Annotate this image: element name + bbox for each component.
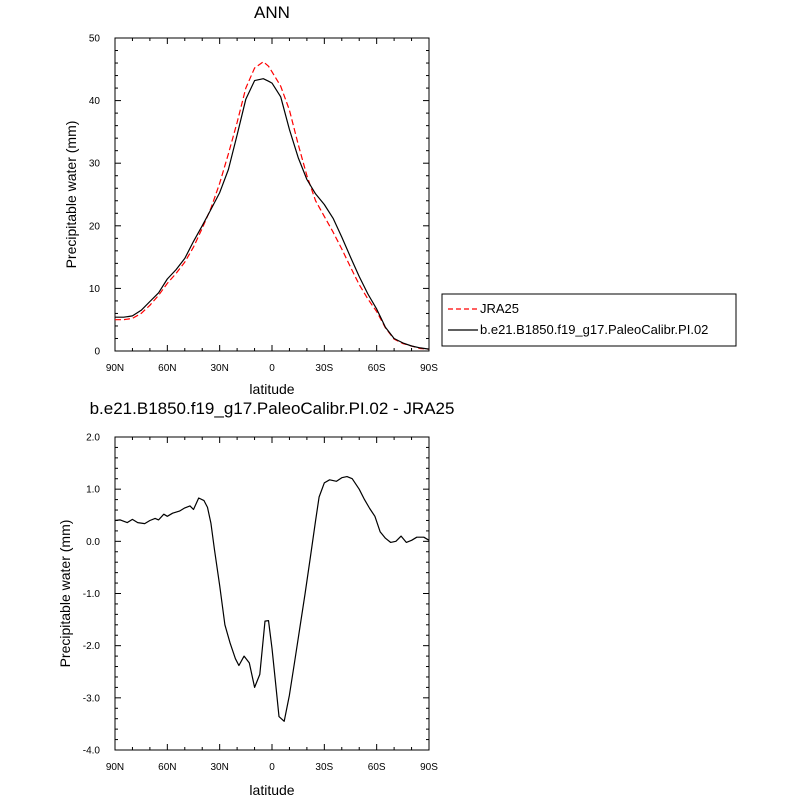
y-tick-label: -3.0: [83, 693, 101, 704]
x-tick-label: 90S: [420, 762, 438, 773]
x-tick-label: 0: [269, 363, 275, 374]
y-tick-label: 10: [89, 284, 101, 295]
x-tick-label: 90S: [420, 363, 438, 374]
top-chart-title: ANN: [254, 3, 290, 22]
y-tick-label: 40: [89, 96, 101, 107]
y-tick-label: 50: [89, 34, 101, 45]
top-panel: ANN 90N 60N 30N 0 30S 60S 90S 0 10 20 30 40 50 latit…: [63, 3, 438, 397]
y-tick-label: -1.0: [83, 589, 101, 600]
y-tick-label: -4.0: [83, 746, 101, 757]
y-tick-label: 20: [89, 221, 101, 232]
y-tick-label: -2.0: [83, 641, 101, 652]
legend: JRA25 b.e21.B1850.f19_g17.PaleoCalibr.PI…: [441, 293, 737, 347]
series-line-b-e21-b1850-f19-g17-paleocalibr-pi-02: [115, 78, 430, 350]
top-x-axis-label: latitude: [249, 381, 294, 397]
y-tick-label: 0: [94, 347, 100, 358]
top-series-lines: [115, 61, 430, 350]
y-tick-label: 1.0: [86, 485, 100, 496]
y-tick-label: 30: [89, 159, 101, 170]
x-tick-label: 60N: [158, 762, 176, 773]
x-tick-label: 30S: [315, 363, 333, 374]
top-axis-ticks: 90N 60N 30N 0 30S 60S 90S 0 10 20 30 40 50: [89, 34, 438, 375]
x-tick-label: 90N: [106, 363, 124, 374]
bottom-y-axis-label: Precipitable water (mm): [57, 520, 73, 668]
bottom-axis-ticks: 90N 60N 30N 0 30S 60S 90S -4.0 -3.0 -2.0 -1.0 0.0 1.…: [83, 433, 438, 774]
y-tick-label: 2.0: [86, 433, 100, 444]
bottom-x-axis-label: latitude: [249, 782, 294, 798]
x-tick-label: 60S: [368, 363, 386, 374]
x-tick-label: 60S: [368, 762, 386, 773]
legend-label-model: b.e21.B1850.f19_g17.PaleoCalibr.PI.02: [480, 322, 708, 337]
y-tick-label: 0.0: [86, 537, 100, 548]
bottom-plot-frame: [114, 436, 430, 751]
bottom-chart-title: b.e21.B1850.f19_g17.PaleoCalibr.PI.02 - …: [90, 399, 455, 418]
legend-box: [441, 293, 737, 347]
x-tick-label: 90N: [106, 762, 124, 773]
bottom-series-lines: [114, 476, 430, 722]
top-y-axis-label: Precipitable water (mm): [63, 121, 79, 269]
x-tick-label: 30N: [210, 762, 228, 773]
x-tick-label: 30S: [315, 762, 333, 773]
series-line-jra25: [115, 61, 430, 350]
series-line-difference-0: [114, 476, 430, 722]
x-tick-label: 30N: [210, 363, 228, 374]
x-tick-label: 0: [269, 762, 275, 773]
x-tick-label: 60N: [158, 363, 176, 374]
top-plot-frame: [114, 37, 430, 352]
legend-label-jra25: JRA25: [480, 301, 519, 316]
bottom-panel: b.e21.B1850.f19_g17.PaleoCalibr.PI.02 - …: [57, 399, 454, 798]
